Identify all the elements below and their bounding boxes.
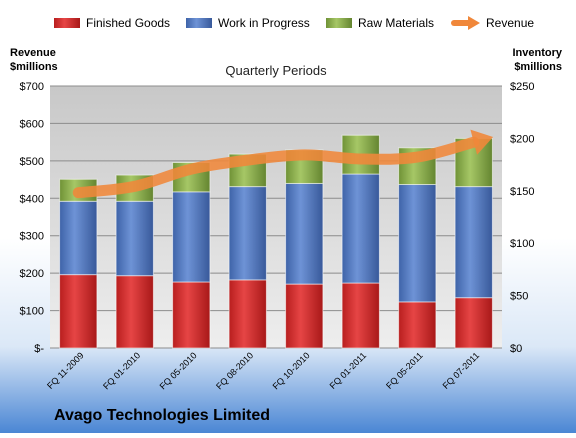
bars-group (59, 134, 493, 349)
bar-finished-goods (115, 275, 154, 349)
right-axis-label-line2: $millions (514, 61, 562, 73)
left-axis-ticks: $- $100 $200 $300 $400 $500 $600 $700 (20, 81, 45, 355)
right-tick-label: $100 (510, 238, 534, 250)
right-tick-label: $50 (510, 291, 528, 303)
legend-label-finished-goods: Finished Goods (86, 16, 170, 30)
bar-finished-goods (172, 281, 211, 349)
bar-work-in-progress (454, 186, 493, 299)
bar-work-in-progress (398, 184, 437, 303)
legend-swatch-raw-materials (326, 18, 352, 28)
left-tick-label: $400 (20, 193, 44, 205)
legend-label-revenue: Revenue (486, 16, 534, 30)
x-tick-label: FQ 11-2009 (45, 350, 86, 391)
right-axis-ticks: $0 $50 $100 $150 $200 $250 (510, 81, 534, 355)
bar-work-in-progress (115, 200, 154, 277)
bar-finished-goods (398, 301, 437, 349)
bar-finished-goods (341, 282, 380, 349)
left-axis-label-line1: Revenue (10, 47, 56, 59)
bar-work-in-progress (228, 186, 267, 281)
left-tick-label: $500 (20, 156, 44, 168)
legend-label-work-in-progress: Work in Progress (218, 16, 310, 30)
right-axis-label-line1: Inventory (512, 47, 562, 59)
bar-work-in-progress (172, 191, 211, 283)
x-tick-label: FQ 01-2010 (101, 350, 142, 391)
right-tick-label: $250 (510, 81, 534, 93)
right-tick-label: $200 (510, 133, 534, 145)
revenue-line-group (72, 129, 494, 199)
x-tick-label: FQ 05-2011 (384, 350, 425, 391)
left-tick-label: $100 (20, 306, 44, 318)
legend-swatch-finished-goods (54, 18, 80, 28)
x-tick-label: FQ 07-2011 (441, 350, 482, 391)
legend-arrowhead-revenue (468, 16, 480, 30)
left-tick-label: $700 (20, 81, 44, 93)
left-tick-label: $300 (20, 231, 44, 243)
x-tick-label: FQ 08-2010 (214, 350, 255, 391)
x-axis-ticks: FQ 11-2009 FQ 01-2010 FQ 05-2010 FQ 08-2010… (45, 350, 481, 391)
left-axis-label-line2: $millions (10, 61, 58, 73)
bar-finished-goods (454, 297, 493, 349)
chart-title: Quarterly Periods (225, 63, 327, 78)
revenue-arrowhead (470, 129, 494, 155)
x-tick-label: FQ 05-2010 (158, 350, 199, 391)
bar-finished-goods (228, 279, 267, 349)
bar-work-in-progress (341, 173, 380, 284)
bar-finished-goods (285, 283, 324, 349)
company-title: Avago Technologies Limited (54, 407, 270, 424)
left-tick-label: $- (34, 343, 44, 355)
x-tick-label: FQ 01-2011 (328, 350, 369, 391)
bar-finished-goods (59, 274, 98, 349)
legend-swatch-work-in-progress (186, 18, 212, 28)
revenue-line (72, 136, 480, 199)
x-tick-label: FQ 10-2010 (271, 350, 312, 391)
left-tick-label: $200 (20, 268, 44, 280)
right-tick-label: $150 (510, 186, 534, 198)
legend-label-raw-materials: Raw Materials (358, 16, 434, 30)
bar-work-in-progress (59, 200, 98, 276)
left-tick-label: $600 (20, 118, 44, 130)
bar-work-in-progress (285, 182, 324, 285)
legend: Finished Goods Work in Progress Raw Mate… (54, 16, 534, 30)
right-tick-label: $0 (510, 343, 522, 355)
